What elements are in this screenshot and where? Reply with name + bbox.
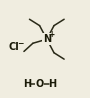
Text: +: + <box>48 30 54 39</box>
Text: O: O <box>35 79 44 89</box>
Text: Cl: Cl <box>8 42 19 52</box>
Text: N: N <box>43 34 51 44</box>
Text: H: H <box>48 79 56 89</box>
Text: H: H <box>23 79 31 89</box>
Text: −: − <box>17 39 23 48</box>
